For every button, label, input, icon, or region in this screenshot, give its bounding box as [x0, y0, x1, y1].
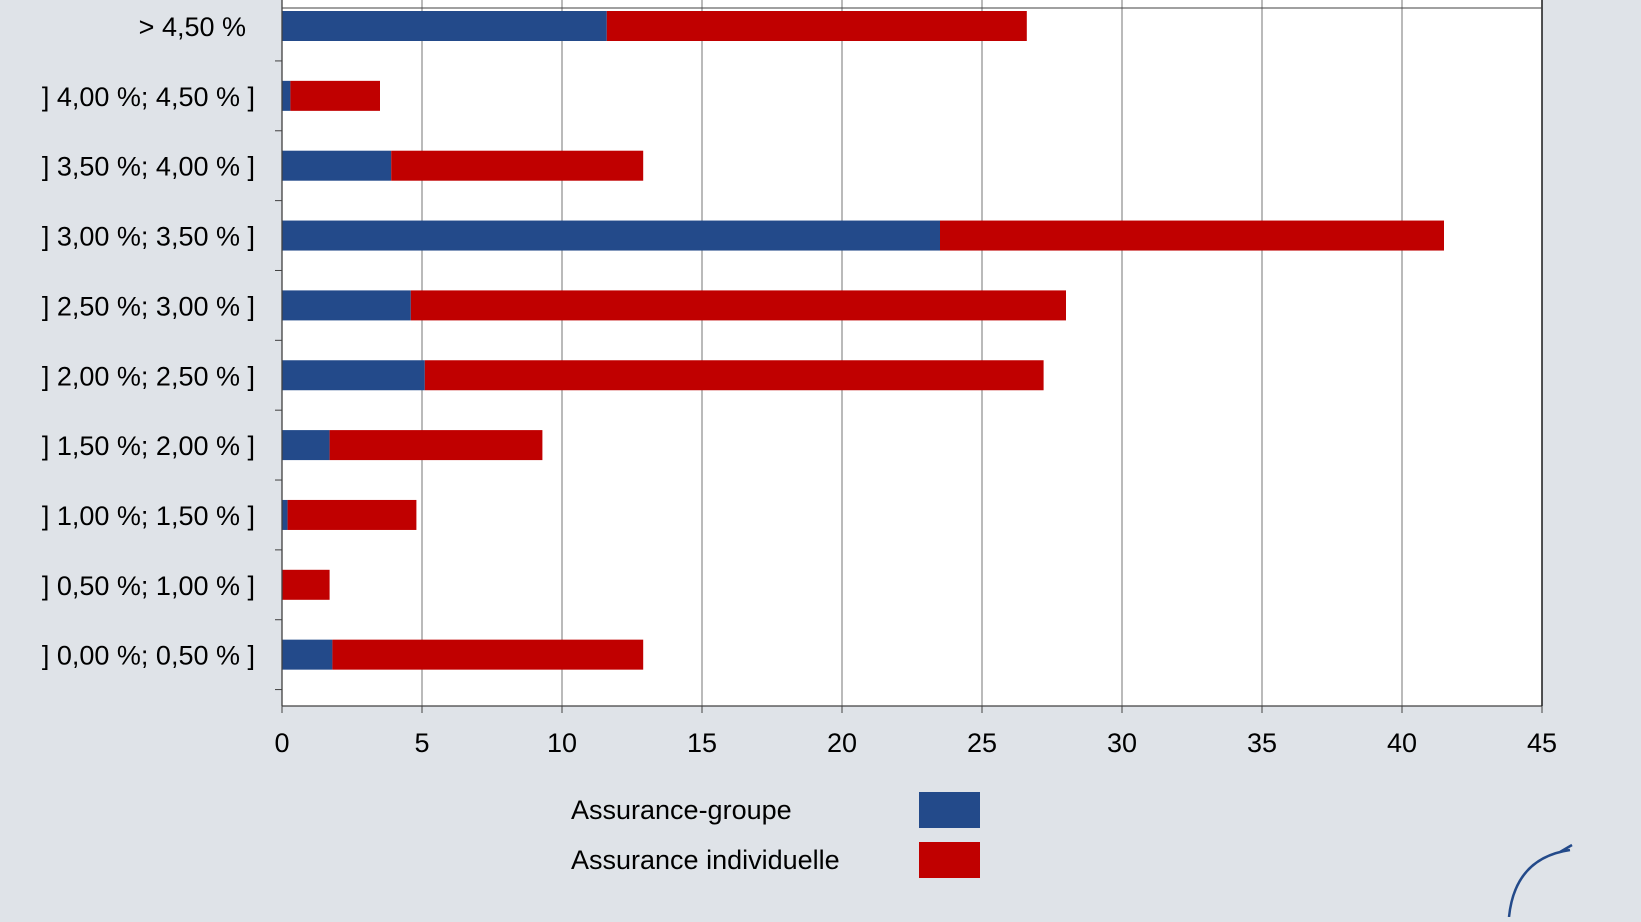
x-tick-label: 30: [1107, 728, 1137, 758]
bar-assurance-individuelle: [282, 569, 330, 600]
bar-assurance-individuelle: [424, 360, 1044, 391]
bar-assurance-groupe: [282, 290, 411, 321]
bar-assurance-groupe: [282, 220, 940, 251]
legend: Assurance-groupe Assurance individuelle: [571, 792, 1573, 918]
bar-assurance-groupe: [282, 80, 291, 111]
category-label: ] 1,50 %; 2,00 % ]: [42, 431, 255, 461]
category-label: ] 0,50 %; 1,00 % ]: [42, 571, 255, 601]
x-tick-label: 35: [1247, 728, 1277, 758]
x-tick-label: 25: [967, 728, 997, 758]
legend-swatch-assurance-groupe: [919, 792, 980, 828]
bar-assurance-individuelle: [940, 220, 1444, 251]
category-label: ] 0,00 %; 0,50 % ]: [42, 641, 255, 671]
x-tick-label: 40: [1387, 728, 1417, 758]
bar-assurance-individuelle: [290, 80, 380, 111]
x-tick-label: 20: [827, 728, 857, 758]
x-tick-label: 0: [274, 728, 289, 758]
bar-assurance-individuelle: [410, 290, 1066, 321]
category-label: ] 3,50 %; 4,00 % ]: [42, 152, 255, 182]
category-label: > 4,50 %: [139, 12, 246, 42]
x-tick-label: 5: [414, 728, 429, 758]
bar-assurance-groupe: [282, 499, 288, 530]
bar-assurance-individuelle: [606, 11, 1027, 41]
bar-assurance-individuelle: [332, 639, 644, 670]
bar-assurance-individuelle: [329, 430, 543, 461]
axes: 0 5 10 15 20 25 30 35 40 45 > 4,50 % ] 4,00 %; 4,50…: [42, 0, 1557, 758]
category-label: ] 3,00 %; 3,50 % ]: [42, 222, 255, 252]
bar-assurance-groupe: [282, 150, 392, 181]
bar-assurance-groupe: [282, 360, 425, 391]
bars: [282, 11, 1444, 670]
category-label: ] 4,00 %; 4,50 % ]: [42, 82, 255, 112]
legend-label-assurance-groupe: Assurance-groupe: [571, 795, 792, 825]
plot-area: [282, 0, 1542, 706]
bar-assurance-groupe: [282, 639, 333, 670]
x-tick-label: 15: [687, 728, 717, 758]
logo-mark: [1507, 843, 1573, 918]
bar-assurance-individuelle: [391, 150, 644, 181]
category-label: ] 2,50 %; 3,00 % ]: [42, 291, 255, 321]
bar-assurance-groupe: [282, 11, 607, 41]
x-tick-label: 45: [1527, 728, 1557, 758]
bar-assurance-groupe: [282, 430, 330, 461]
category-label: ] 1,00 %; 1,50 % ]: [42, 501, 255, 531]
category-label: ] 2,00 %; 2,50 % ]: [42, 361, 255, 391]
legend-label-assurance-individuelle: Assurance individuelle: [571, 845, 840, 875]
x-tick-label: 10: [547, 728, 577, 758]
legend-swatch-assurance-individuelle: [919, 842, 980, 878]
bar-assurance-individuelle: [287, 499, 417, 530]
grid-lines: [421, 0, 1403, 706]
